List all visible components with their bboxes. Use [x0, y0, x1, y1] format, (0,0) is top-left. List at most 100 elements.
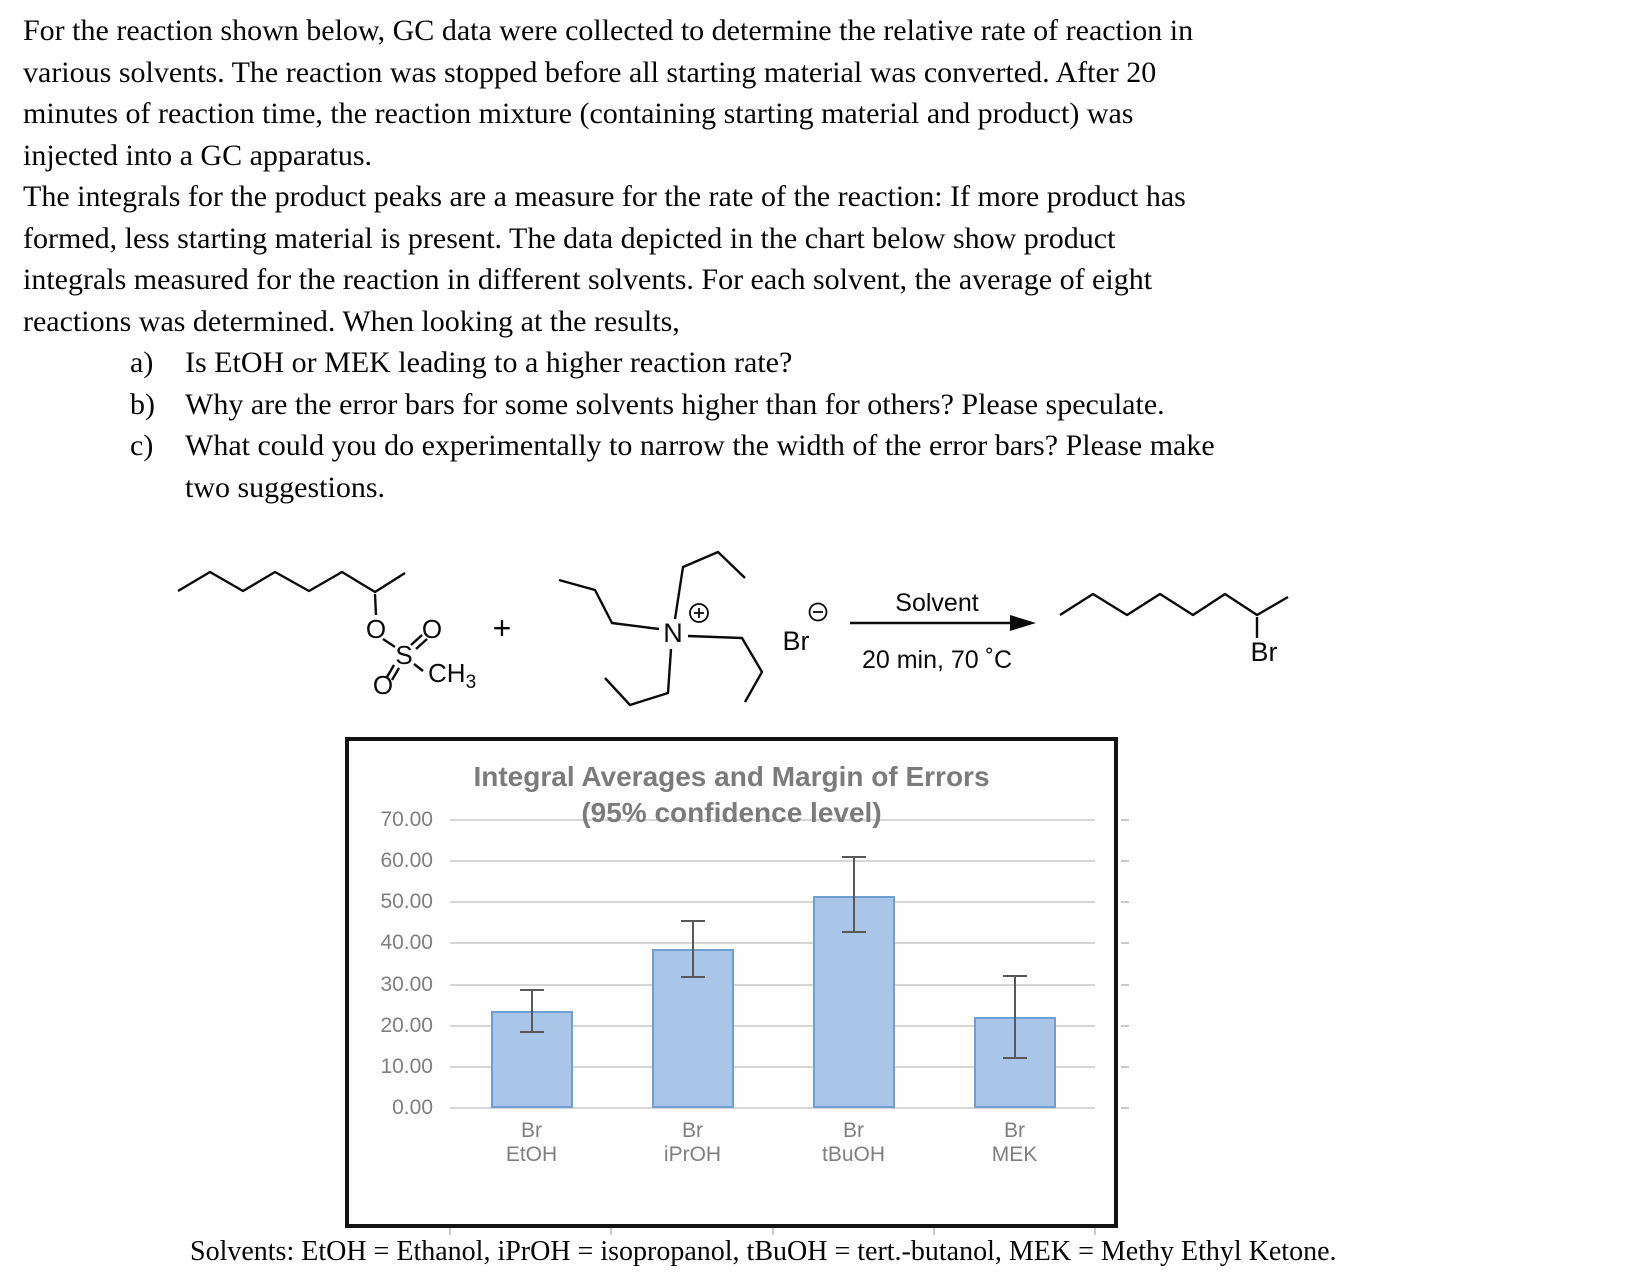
intro-line: minutes of reaction time, the reaction m… [23, 97, 1134, 130]
bar-chart: Integral Averages and Margin of Errors (… [345, 737, 1129, 1235]
nitrogen-atom-label: N [663, 618, 683, 648]
error-bar-cap-top [680, 919, 705, 922]
y-axis-label: 30.00 [380, 972, 433, 996]
propyl-chain [673, 550, 746, 620]
chart-title: Integral Averages and Margin of Errors [473, 761, 990, 792]
y-axis-label: 70.00 [380, 808, 433, 831]
x-axis-label-line2: EtOH [505, 1143, 558, 1166]
gridline [450, 942, 1095, 945]
y-axis-label: 10.00 [380, 1054, 433, 1078]
alkyl-chain [177, 570, 406, 594]
question-text: Why are the error bars for some solvents… [185, 387, 1165, 421]
oxygen-atom-label: O [422, 614, 442, 644]
intro-line: integrals measured for the reaction in d… [23, 263, 1153, 296]
error-bar [1013, 975, 1016, 1059]
error-bar-cap-bottom [841, 931, 866, 934]
propyl-chain [604, 648, 673, 707]
gridline [450, 1107, 1095, 1109]
gridline [450, 819, 1095, 821]
question-text-block: For the reaction shown below, GC data we… [23, 10, 1523, 508]
chart-plot-area: Integral Averages and Margin of Errors (… [349, 741, 1129, 1235]
right-axis-tick [1121, 1107, 1129, 1109]
bottom-axis-tick [1094, 1228, 1096, 1235]
x-axis-label-line2: tBuOH [821, 1143, 886, 1166]
y-axis-label: 60.00 [380, 849, 433, 873]
right-axis-tick [1121, 942, 1129, 945]
chart-subtitle: (95% confidence level) [581, 797, 882, 828]
oxygen-atom-label: O [373, 670, 393, 700]
error-bar-cap-top [1002, 974, 1027, 977]
right-axis-tick [1121, 901, 1129, 904]
y-axis-label: 0.00 [392, 1096, 433, 1119]
error-bar [530, 989, 533, 1032]
intro-line: For the reaction shown below, GC data we… [23, 14, 1194, 47]
gridline [450, 1024, 1095, 1027]
y-axis-label: 40.00 [380, 931, 433, 955]
x-axis-label-line1: Br [682, 1119, 703, 1142]
propyl-chain [687, 634, 764, 703]
bromine-substituent-label: Br [1251, 637, 1278, 667]
arrowhead-icon [1010, 615, 1036, 631]
x-axis-label-line1: Br [843, 1119, 864, 1142]
right-axis-tick [1121, 983, 1129, 986]
bottom-axis-tick [610, 1228, 613, 1235]
reaction-arrow: Solvent 20 min, 70 ˚C [850, 589, 1036, 674]
bar [490, 1011, 573, 1108]
bottom-axis-tick [771, 1228, 774, 1235]
intro-line: various solvents. The reaction was stopp… [23, 55, 1157, 89]
question-item-c: c) What could you do experimentally to na… [130, 425, 1523, 467]
bottom-axis-tick [932, 1228, 935, 1235]
x-axis-label-line1: Br [521, 1119, 542, 1142]
oxygen-atom-label: O [366, 614, 386, 644]
x-axis-label-line2: MEK [991, 1143, 1038, 1166]
plus-sign: + [493, 610, 512, 646]
intro-line: formed, less starting material is presen… [23, 221, 1116, 255]
bromide-anion: Br [783, 602, 828, 656]
negative-charge-icon [808, 602, 828, 622]
question-label: c) [130, 429, 154, 462]
error-bar-cap-bottom [680, 976, 705, 979]
error-bar-cap-top [841, 856, 866, 859]
gridline [450, 983, 1095, 986]
right-axis-tick [1121, 860, 1129, 863]
question-text-continuation: two suggestions. [185, 470, 386, 504]
bromide-label: Br [783, 626, 810, 656]
reaction-scheme: O S O O CH3 + N Br So [177, 550, 1289, 707]
error-bar [852, 857, 855, 933]
error-bar-cap-bottom [519, 1030, 544, 1033]
y-axis-label: 50.00 [380, 890, 433, 914]
error-bar [691, 920, 694, 978]
gridline [450, 901, 1095, 904]
ammonium-structure: N [558, 550, 764, 707]
error-bar-cap-bottom [1002, 1057, 1027, 1060]
gridline [450, 860, 1095, 863]
gridline [450, 1065, 1095, 1068]
x-axis-label-line2: iPrOH [663, 1143, 722, 1166]
intro-line: reactions was determined. When looking a… [23, 304, 680, 338]
alkyl-chain [1059, 592, 1289, 617]
question-text: What could you do experimentally to narr… [185, 429, 1215, 462]
mesylate-structure: O S O O CH3 [177, 570, 476, 700]
methyl-group-label: CH3 [428, 658, 476, 693]
sulfur-atom-label: S [395, 640, 412, 670]
error-bar-cap-top [519, 988, 544, 991]
condition-above-arrow: Solvent [895, 589, 978, 617]
condition-below-arrow: 20 min, 70 ˚C [862, 646, 1012, 674]
positive-charge-icon [689, 603, 709, 623]
y-axis-label: 20.00 [380, 1013, 433, 1037]
propyl-chain [558, 578, 660, 631]
question-label: a) [130, 346, 154, 379]
question-text: Is EtOH or MEK leading to a higher react… [185, 346, 793, 379]
right-axis-tick [1121, 819, 1129, 821]
question-item-a: a) Is EtOH or MEK leading to a higher rea… [130, 342, 1523, 384]
question-item-b: b) Why are the error bars for some solven… [130, 384, 1523, 426]
intro-line: The integrals for the product peaks are … [23, 180, 1186, 213]
right-axis-tick [1121, 1024, 1129, 1027]
question-label: b) [130, 387, 155, 421]
product-structure: Br [1059, 592, 1289, 667]
x-axis-label-line1: Br [1004, 1119, 1025, 1142]
right-axis-tick [1121, 1065, 1129, 1068]
solvent-legend-caption: Solvents: EtOH = Ethanol, iPrOH = isopro… [190, 1236, 1337, 1267]
intro-line: injected into a GC apparatus. [23, 138, 373, 172]
